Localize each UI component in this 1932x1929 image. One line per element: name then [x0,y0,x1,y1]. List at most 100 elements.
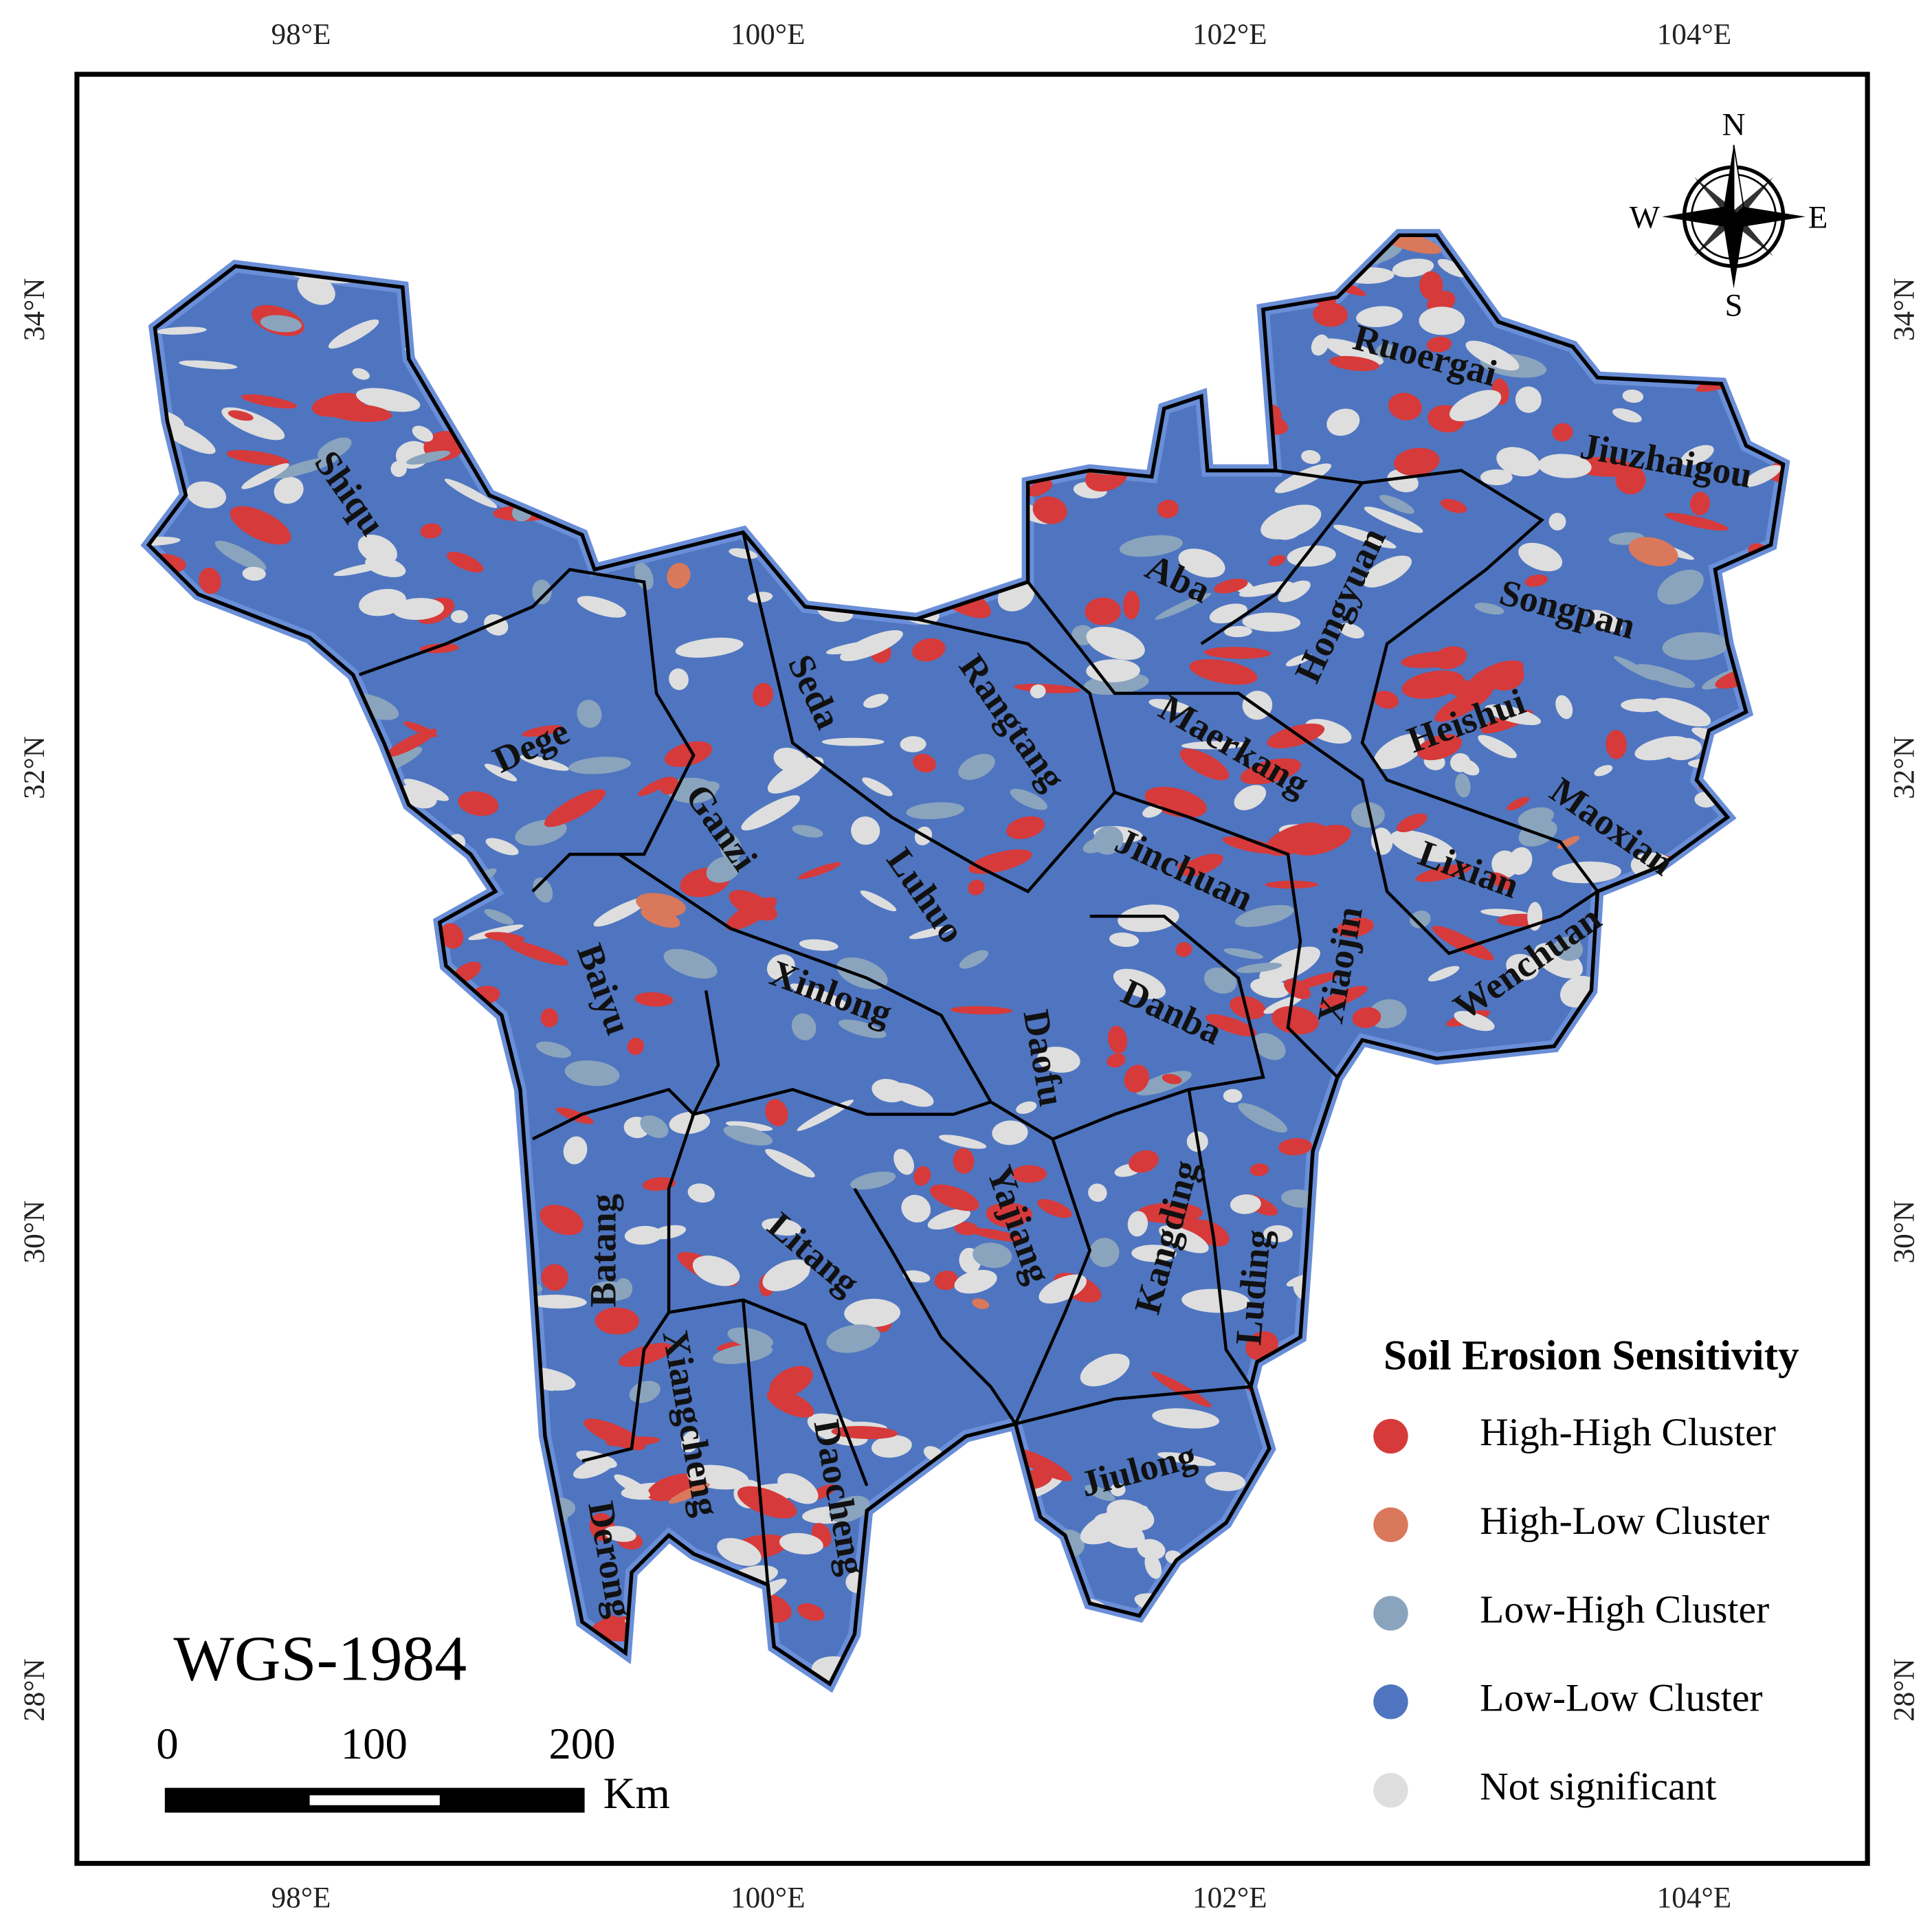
boundary [1113,790,1339,1079]
raster-patch [1390,830,1456,862]
scale-label: 0 [156,1719,178,1769]
raster-patch [1113,968,1166,999]
raster-patch [725,1121,773,1131]
raster-patch [444,478,498,509]
raster-patch [420,523,442,539]
boundary [1200,482,1364,645]
raster-patch [862,777,893,796]
raster-patch [1152,1408,1219,1429]
graticule-left: 30°N [18,1201,51,1264]
raster-patch [797,862,841,880]
raster-patch [826,1324,880,1353]
raster-patch [1234,785,1267,811]
raster-patch [568,757,632,774]
graticule-bottom: 104°E [1657,1881,1732,1914]
raster-patch [1230,996,1266,1020]
raster-patch [799,939,839,951]
raster-patch [737,1486,797,1519]
raster-patch [563,1136,588,1165]
raster-patch [687,1464,749,1490]
raster-patch [1086,626,1145,660]
raster-patch [706,856,742,883]
raster-patch [860,890,897,912]
raster-patch [741,795,801,831]
raster-patch [1107,1053,1126,1068]
graticule-left: 34°N [18,278,51,342]
raster-patch [640,1115,669,1139]
raster-patch [1107,1025,1128,1054]
raster-patch [913,1166,931,1186]
graticule-labels: 98°E 100°E 102°E 104°E 98°E 100°E 102°E 104°E 34… [18,18,1921,1915]
raster-patch [766,954,795,980]
raster-patch [1373,691,1399,709]
raster-patch [412,425,434,442]
raster-patch [1265,823,1326,856]
raster-patch [1680,445,1714,466]
raster-patch [893,1148,914,1175]
raster-patch [713,1343,773,1364]
raster-patch [357,534,397,565]
raster-patch [1376,344,1396,359]
raster-patch [1397,813,1428,833]
raster-patch [297,274,335,305]
boundary [1052,914,1265,1141]
raster-patch [906,802,964,820]
raster-patch [1491,850,1519,878]
raster-patch [1271,518,1303,540]
raster-patch [1326,408,1360,436]
legend-label: Not significant [1480,1765,1716,1808]
raster-patch [260,315,302,333]
raster-patch [992,1203,1033,1223]
raster-patch [1223,1089,1243,1103]
raster-patch [1037,1047,1080,1073]
boundary [1015,1089,1252,1426]
compass-w: W [1630,199,1661,235]
legend-title: Soil Erosion Sensitivity [1384,1332,1799,1379]
raster-patch [1606,730,1627,759]
graticule-top: 104°E [1657,18,1732,51]
raster-patch [634,992,674,1007]
raster-patch [504,939,569,966]
raster-patch [720,833,742,861]
raster-patch [1480,469,1513,486]
raster-patch [1657,569,1704,605]
raster-patch [1552,423,1573,442]
graticule-right: 28°N [1888,1658,1921,1721]
boundary [1026,581,1599,955]
raster-patch [1178,548,1225,578]
raster-patch [912,638,946,662]
raster-patch [603,1526,636,1542]
raster-patch [1039,1274,1087,1304]
boundary [742,532,1117,893]
raster-patch [1415,864,1472,882]
graticule-top: 102°E [1192,18,1267,51]
raster-patch [901,1194,931,1223]
graticule-right: 30°N [1888,1201,1921,1264]
graticule-bottom: 98°E [271,1881,331,1914]
raster-patch [179,360,238,370]
raster-patch [576,1450,617,1469]
legend-swatch [1373,1684,1408,1719]
raster-patch [1449,390,1502,422]
raster-patch [1635,664,1696,689]
raster-patch [664,741,713,768]
raster-patch [535,1041,572,1058]
raster-patch [1181,1289,1250,1313]
raster-patch [1214,579,1248,594]
boundary [690,990,992,1117]
raster-patch [274,476,304,504]
raster-patch [1379,495,1414,514]
raster-patch [1259,946,1320,983]
raster-patch [533,877,553,903]
raster-patch [929,1184,979,1212]
raster-patch [1235,904,1294,927]
raster-patch [675,637,744,658]
raster-patch [352,368,370,380]
raster-patch [230,506,291,545]
raster-patch [318,437,352,460]
raster-patch [851,816,880,845]
raster-patch [717,1538,762,1566]
raster-patch [900,736,926,752]
raster-patch [1652,698,1711,727]
raster-patch [1426,336,1452,353]
